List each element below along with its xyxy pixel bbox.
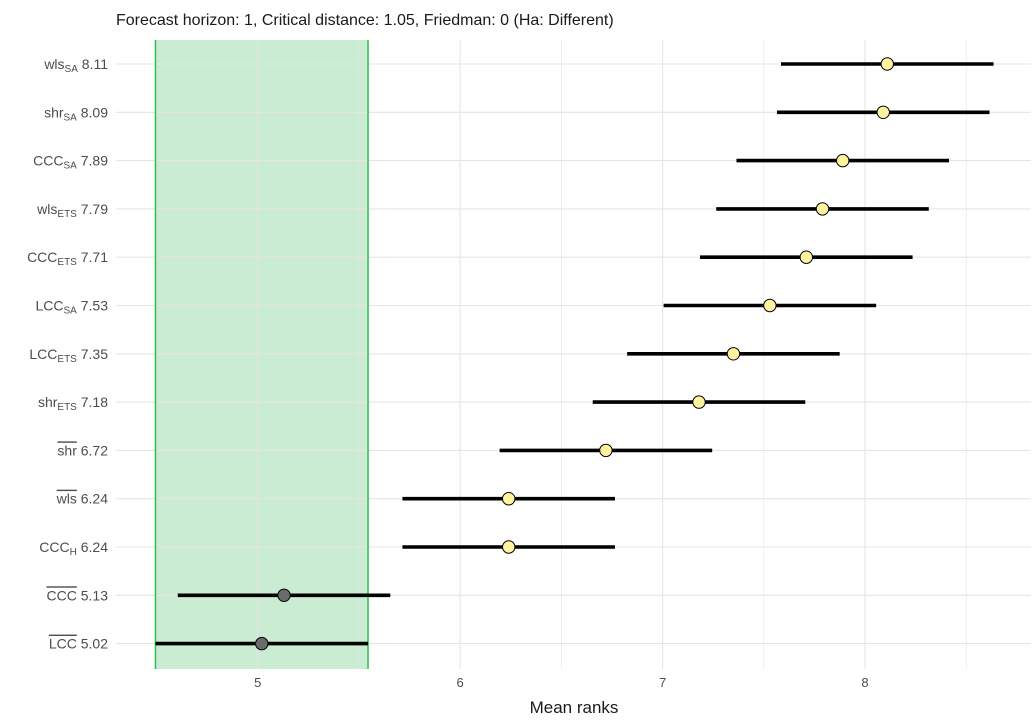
- x-axis-label: Mean ranks: [530, 698, 619, 717]
- method-name: CCC: [39, 539, 69, 555]
- mean-rank-value: 6.24: [77, 539, 108, 555]
- method-name: wls: [36, 201, 57, 217]
- y-axis-label: LCC 5.02: [49, 636, 108, 652]
- y-axis-label: wls 6.24: [56, 491, 109, 507]
- method-name: LCC: [49, 636, 77, 652]
- method-subscript: SA: [64, 306, 78, 317]
- x-tick-label: 5: [254, 675, 261, 690]
- rank-point: [880, 57, 894, 71]
- rank-points: [255, 57, 894, 651]
- y-axis-label: wlsSA 8.11: [43, 56, 108, 75]
- mean-rank-value: 7.71: [77, 249, 108, 265]
- mean-rank-value: 6.24: [77, 491, 108, 507]
- rank-point: [815, 202, 830, 216]
- method-subscript: H: [70, 547, 77, 558]
- method-name: shr: [38, 394, 58, 410]
- method-subscript: SA: [65, 64, 79, 75]
- x-tick-label: 6: [457, 675, 464, 690]
- method-subscript: ETS: [57, 209, 77, 220]
- y-axis-label: CCCH 6.24: [39, 539, 108, 558]
- x-axis-ticks: 5 6 7 8: [254, 675, 869, 690]
- critical-distance-band: [155, 40, 369, 669]
- method-name: shr: [57, 442, 77, 458]
- y-axis-label: LCCETS 7.35: [29, 346, 108, 365]
- mean-rank-value: 8.09: [77, 104, 108, 120]
- rank-point: [726, 347, 741, 361]
- mean-rank-value: 7.18: [77, 394, 108, 410]
- method-name: LCC: [36, 298, 64, 314]
- method-name: CCC: [33, 153, 63, 169]
- mean-rank-value: 5.02: [77, 636, 108, 652]
- rank-point: [502, 492, 516, 506]
- method-subscript: ETS: [57, 402, 77, 413]
- rank-point: [599, 443, 613, 458]
- method-name: LCC: [29, 346, 57, 362]
- rank-point: [692, 395, 706, 409]
- mean-rank-value: 6.72: [77, 442, 108, 458]
- x-tick-label: 8: [861, 675, 868, 690]
- x-tick-label: 7: [659, 675, 666, 690]
- y-axis-label: shr 6.72: [57, 442, 108, 458]
- rank-point: [255, 636, 269, 651]
- critical-band-fill: [155, 40, 369, 669]
- y-axis-label: wlsETS 7.79: [36, 201, 108, 220]
- method-subscript: ETS: [57, 257, 77, 268]
- mean-rank-value: 7.35: [77, 346, 108, 362]
- y-axis-label: LCCSA 7.53: [36, 298, 109, 317]
- rank-point: [763, 298, 777, 313]
- y-axis-label: shrSA 8.09: [44, 104, 108, 123]
- y-axis-label: shrETS 7.18: [38, 394, 108, 413]
- mean-rank-value: 7.89: [77, 153, 108, 169]
- method-subscript: SA: [64, 161, 78, 172]
- mean-rank-value: 7.79: [77, 201, 108, 217]
- method-subscript: ETS: [57, 354, 77, 365]
- rank-point: [836, 153, 850, 168]
- rank-point: [502, 540, 516, 554]
- y-axis-label: CCC 5.13: [47, 587, 109, 603]
- method-name: CCC: [47, 587, 77, 603]
- method-name: wls: [43, 56, 64, 72]
- method-name: wls: [56, 491, 77, 507]
- critical-distance-edges: [154, 40, 369, 669]
- rank-point: [876, 105, 890, 120]
- method-name: shr: [44, 104, 64, 120]
- mean-rank-value: 5.13: [77, 587, 108, 603]
- method-name: CCC: [27, 249, 57, 265]
- mean-rank-value: 8.11: [78, 56, 108, 72]
- y-axis-label: CCCETS 7.71: [27, 249, 108, 268]
- chart-title: Forecast horizon: 1, Critical distance: …: [116, 12, 614, 29]
- mean-rank-value: 7.53: [77, 298, 108, 314]
- rank-point: [277, 588, 291, 602]
- y-axis-label: CCCSA 7.89: [33, 153, 108, 172]
- method-subscript: SA: [64, 112, 78, 123]
- rank-point: [799, 250, 813, 264]
